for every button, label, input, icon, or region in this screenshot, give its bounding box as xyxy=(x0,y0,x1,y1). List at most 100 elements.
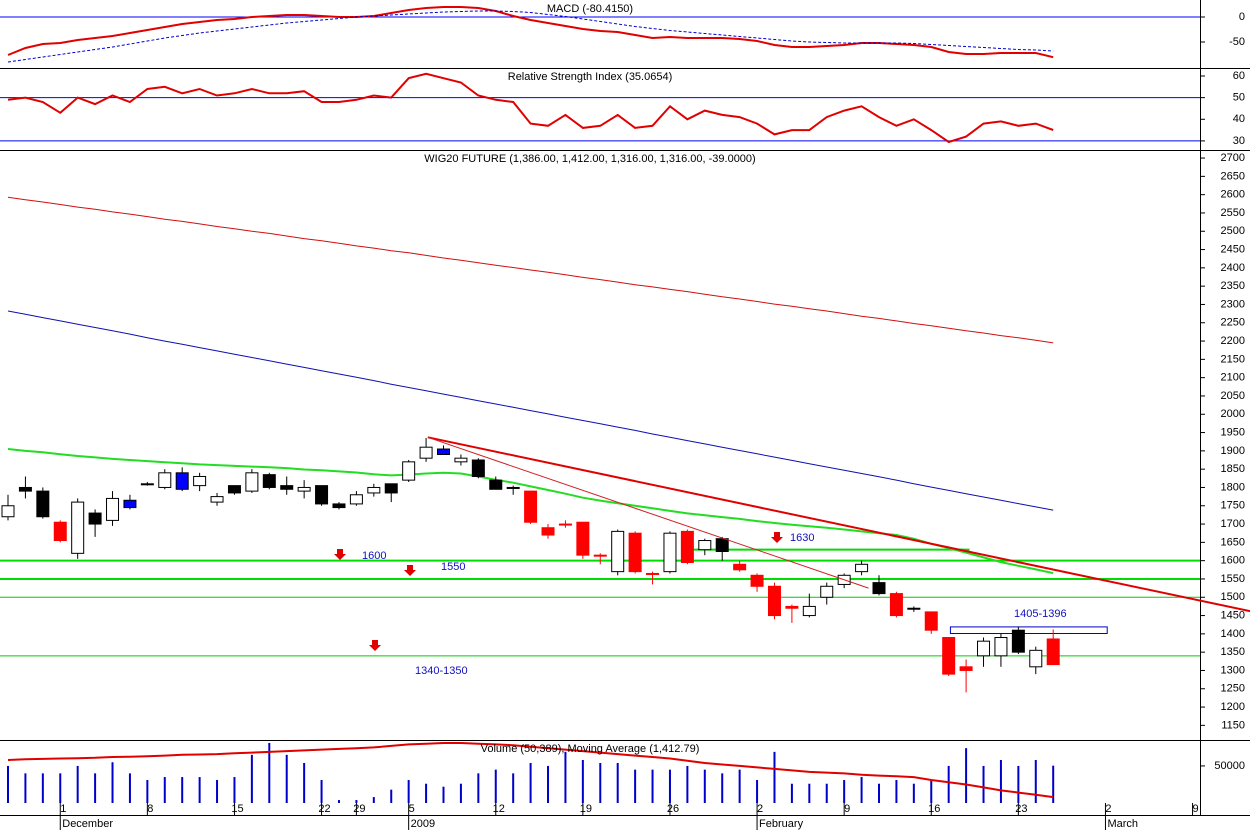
zone-box xyxy=(949,626,1108,634)
y-tick-label: 1500 xyxy=(1221,591,1245,603)
volume-bar xyxy=(268,742,271,803)
x-tick-label: 2 xyxy=(757,803,763,815)
candle-body xyxy=(715,538,729,553)
volume-bar xyxy=(94,773,97,803)
candle-body xyxy=(402,461,416,481)
y-tick-label: 1300 xyxy=(1221,664,1245,676)
candle-body xyxy=(646,572,660,575)
candle-body xyxy=(1,505,15,518)
x-tick-label: 2 xyxy=(1105,803,1111,815)
volume-bar xyxy=(756,780,759,803)
y-tick-label: 2150 xyxy=(1221,353,1245,365)
volume-bar xyxy=(878,783,880,803)
volume-bar xyxy=(982,765,985,803)
volume-bar xyxy=(895,780,898,803)
arrow xyxy=(334,549,346,560)
x-tick-label: 9 xyxy=(1192,803,1198,815)
y-tick-label: 1550 xyxy=(1221,573,1245,585)
volume-bar xyxy=(250,754,253,803)
candle-body xyxy=(785,605,799,609)
y-tick-label: 1450 xyxy=(1221,609,1245,621)
y-tick-label: 2050 xyxy=(1221,390,1245,402)
candle-body xyxy=(889,593,903,617)
y-tick-label: 2250 xyxy=(1221,317,1245,329)
candle-body xyxy=(1011,629,1025,653)
volume-bar xyxy=(581,760,584,803)
volume-bar xyxy=(790,783,793,803)
panel-title: Relative Strength Index (35.0654) xyxy=(508,71,673,83)
y-tick-label: 40 xyxy=(1233,113,1245,125)
candle-body xyxy=(524,490,538,523)
volume-bar xyxy=(947,765,950,803)
candle-body xyxy=(123,499,137,509)
volume-bar xyxy=(668,769,671,803)
y-tick-label: 2300 xyxy=(1221,298,1245,310)
volume-bar xyxy=(425,783,428,803)
candle-body xyxy=(210,496,224,503)
volume-bar xyxy=(965,748,968,803)
candle-body xyxy=(855,563,869,573)
candle-body xyxy=(158,472,172,488)
candle-body xyxy=(280,485,294,490)
panel-title: MACD (-80.4150) xyxy=(547,3,633,15)
y-tick-label: 2650 xyxy=(1221,170,1245,182)
volume-bar xyxy=(721,773,724,803)
x-tick-label: 16 xyxy=(928,803,940,815)
volume-bar xyxy=(337,800,340,803)
candle-body xyxy=(36,490,50,518)
candle-body xyxy=(576,521,590,556)
candle-body xyxy=(767,585,781,617)
volume-bar xyxy=(599,762,602,803)
y-tick-label: 2400 xyxy=(1221,262,1245,274)
candle-body xyxy=(437,448,450,456)
arrow xyxy=(771,532,783,543)
volume-bar xyxy=(686,765,689,803)
y-tick-label: 2700 xyxy=(1221,152,1245,164)
candle-body xyxy=(628,532,642,573)
volume-bar xyxy=(912,783,915,803)
volume-bar xyxy=(738,769,741,803)
volume-bar xyxy=(512,773,515,803)
x-tick-label: 15 xyxy=(231,803,243,815)
volume-bar xyxy=(303,762,306,803)
y-tick-label: 60 xyxy=(1233,70,1245,82)
volume-bar xyxy=(616,762,619,803)
volume-bar xyxy=(146,780,149,803)
plot-layer: 0 -50 MACD (-80.4150) 60 50 40 30 Relative Stre… xyxy=(0,3,1250,830)
y-tick-label: 2550 xyxy=(1221,207,1245,219)
y-tick-label: 2350 xyxy=(1221,280,1245,292)
volume-bar xyxy=(163,777,166,803)
candle-body xyxy=(175,472,189,490)
candle-body xyxy=(750,574,764,587)
candle-body xyxy=(1029,649,1043,668)
volume-bar xyxy=(477,773,480,803)
candle-body xyxy=(924,611,938,631)
volume-bar xyxy=(773,751,776,803)
month-label: March xyxy=(1107,818,1138,830)
volume-bar xyxy=(808,783,811,803)
volume-bar xyxy=(198,777,201,803)
candle-body xyxy=(140,483,154,486)
candle-body xyxy=(1046,638,1060,666)
candle-body xyxy=(558,523,572,526)
y-tick-label: 50 xyxy=(1233,92,1245,104)
candle-body xyxy=(53,521,67,542)
annotation: 1340-1350 xyxy=(415,665,468,677)
candle-body xyxy=(471,459,485,477)
candle-body xyxy=(593,554,607,557)
x-tick-label: 29 xyxy=(353,803,365,815)
volume-bar xyxy=(930,780,933,803)
annotation: 1630 xyxy=(790,532,814,544)
candle-body xyxy=(733,563,747,571)
month-label: 2009 xyxy=(411,818,435,830)
candle-body xyxy=(349,494,363,505)
annotation: 1550 xyxy=(441,561,465,573)
volume-bar xyxy=(216,780,219,803)
annotations: 1600 1550 1630 1340-1350 1405-1396 xyxy=(334,532,1067,677)
y-tick-label: 1900 xyxy=(1221,445,1245,457)
volume-bar xyxy=(285,754,288,803)
panel: 0 -50 MACD (-80.4150) xyxy=(0,3,1245,63)
